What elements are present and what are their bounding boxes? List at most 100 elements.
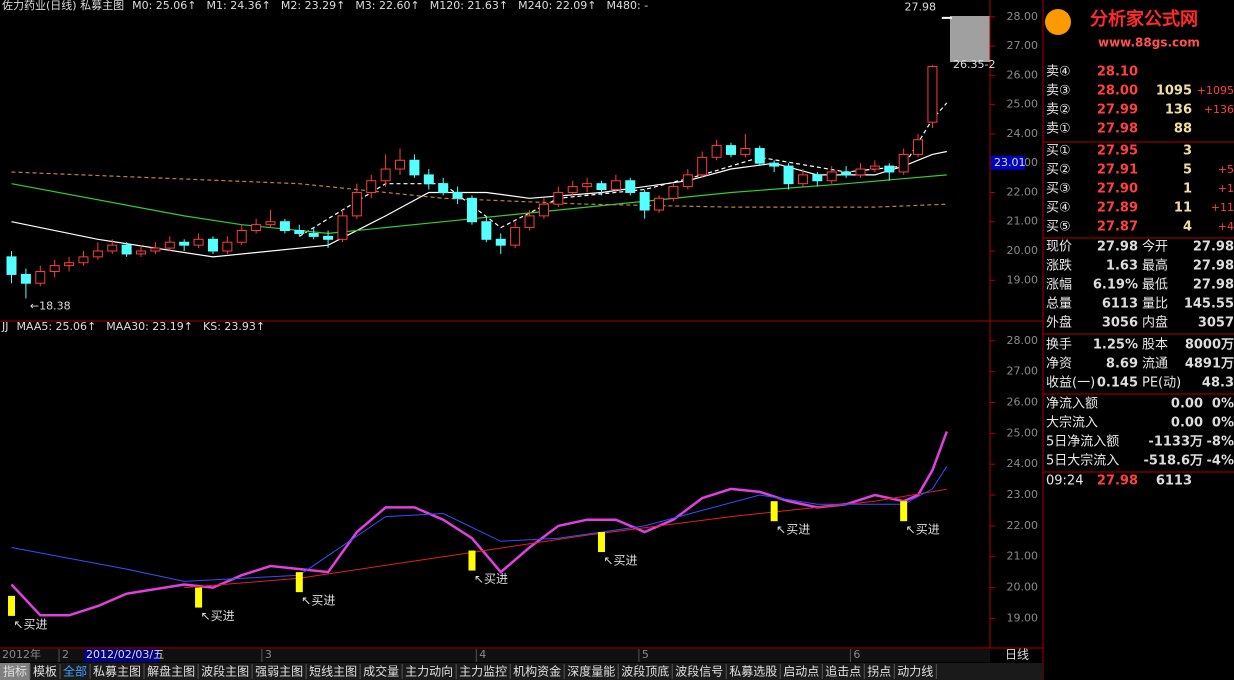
candle-body	[351, 191, 362, 217]
candle-body	[553, 191, 564, 205]
tab[interactable]: 追击点	[825, 664, 861, 679]
stat-label: 收益(一)	[1046, 376, 1095, 391]
book-price: 27.91	[1097, 163, 1138, 178]
candle-body	[495, 238, 506, 246]
candle-body	[610, 180, 621, 191]
series-line	[11, 174, 947, 235]
candle-body	[769, 162, 780, 167]
tab[interactable]: 模板	[33, 665, 57, 679]
book-volume: 3	[1183, 144, 1192, 159]
stat-value: 3056	[1102, 316, 1138, 331]
tab[interactable]: 波段信号	[675, 664, 723, 679]
tab[interactable]: 成交量	[363, 664, 399, 679]
candle-body	[49, 265, 60, 273]
legend-entry: M1: 24.36↑	[207, 0, 271, 12]
book-change: +4	[1218, 220, 1234, 233]
candle-body	[725, 145, 736, 155]
candle-body	[179, 241, 190, 246]
candle-body	[567, 186, 578, 193]
y-tick-label: 21.00	[1007, 215, 1039, 228]
candle-body	[222, 241, 233, 252]
tab[interactable]: 私募选股	[729, 665, 777, 679]
signal-bar	[597, 532, 605, 553]
y-tick-label: 27.00	[1007, 365, 1039, 378]
cycle-label: 日线	[1005, 648, 1029, 662]
tab[interactable]: 解盘主图	[147, 664, 195, 679]
tab[interactable]: 波段主图	[201, 664, 249, 679]
flow-pct: 0%	[1212, 397, 1234, 412]
signal-label: ↖买进	[474, 572, 508, 586]
stat-value: 27.98	[1193, 259, 1234, 274]
flow-label: 5日大宗流入	[1046, 453, 1119, 469]
candle-body	[92, 250, 103, 258]
book-label: 卖①	[1046, 122, 1071, 137]
signal-label: ↖买进	[14, 617, 48, 631]
y-tick-label: 20.00	[1007, 244, 1039, 257]
stat-label: 流通	[1142, 357, 1168, 372]
y-tick-label: 25.00	[1007, 426, 1039, 439]
stat-label: 内盘	[1142, 315, 1168, 331]
candle-body	[682, 174, 693, 188]
plot: ↖买进 ↖买进 ↖买进 ↖买进 ↖买进 ↖买进 ↖买进	[8, 431, 948, 631]
x-tick-label: 6	[853, 648, 860, 661]
signal-bar	[468, 550, 476, 571]
y-tick-label: 27.00	[1007, 39, 1039, 52]
signal-label: ↖买进	[603, 554, 637, 568]
candle-body	[78, 256, 89, 264]
tab[interactable]: 动力线	[897, 665, 933, 679]
cursor-date-box	[84, 649, 160, 662]
book-label: 买③	[1046, 182, 1071, 197]
y-tick-label: 26.00	[1007, 68, 1039, 81]
tab[interactable]: 波段顶底	[621, 664, 669, 679]
candle-body	[438, 183, 449, 193]
tab[interactable]: 启动点	[783, 665, 819, 679]
book-label: 卖③	[1046, 84, 1071, 99]
flow-value: 0.00	[1171, 416, 1203, 431]
flow-label: 净流入额	[1046, 397, 1098, 412]
logo-icon	[1045, 9, 1071, 35]
book-change: +5	[1218, 163, 1234, 176]
chart-title: 佐力药业(日线) 私募主图	[2, 0, 124, 12]
book-volume: 1095	[1156, 84, 1192, 99]
tick-volume: 6113	[1156, 474, 1192, 489]
stat-value: 0.145	[1097, 376, 1138, 391]
legend-entry: MAA5: 25.06↑	[17, 320, 97, 333]
y-tick-label: 24.00	[1007, 457, 1039, 470]
flow-value: -1133万	[1148, 435, 1203, 450]
candle-body	[409, 159, 420, 176]
stat-value: 6.19%	[1093, 278, 1138, 293]
tab[interactable]: 机构资金	[513, 664, 561, 679]
flow-pct: 0%	[1212, 416, 1234, 431]
y-tick-label: 21.00	[1007, 550, 1039, 563]
tab[interactable]: 短线主图	[309, 665, 357, 679]
signal-label: ↖买进	[201, 609, 235, 623]
book-change: +136	[1204, 103, 1234, 116]
tab[interactable]: 私募主图	[93, 665, 141, 679]
stat-value: 8000万	[1185, 338, 1234, 353]
candle-body	[150, 247, 161, 252]
period-label: 2012年	[2, 647, 41, 661]
tab[interactable]: 全部	[63, 664, 87, 679]
tab[interactable]: 深度量能	[567, 664, 615, 679]
signal-bar	[770, 501, 778, 522]
y-tick-label: 28.00	[1007, 10, 1039, 23]
tab[interactable]: 拐点	[867, 664, 891, 679]
candle-body	[481, 221, 492, 240]
logo-url: www.88gs.com	[1098, 36, 1200, 50]
stat-value: 6113	[1102, 297, 1138, 312]
stat-label: 最高	[1142, 258, 1168, 274]
stat-value: 4891万	[1185, 357, 1234, 372]
flow-value: -518.6万	[1143, 454, 1203, 469]
candle-body	[20, 273, 31, 284]
tab[interactable]: 主力动向	[405, 664, 453, 679]
legend-entry: M480: -	[607, 0, 649, 12]
tab[interactable]: 指标	[3, 664, 27, 679]
candle-body	[711, 145, 722, 158]
tab-bg	[0, 663, 31, 680]
flow-value: 0.00	[1171, 397, 1203, 412]
tick-price: 27.98	[1097, 474, 1138, 489]
tab[interactable]: 主力监控	[459, 665, 507, 679]
tab[interactable]: 强弱主图	[255, 665, 303, 679]
stat-label: 涨幅	[1046, 278, 1072, 293]
